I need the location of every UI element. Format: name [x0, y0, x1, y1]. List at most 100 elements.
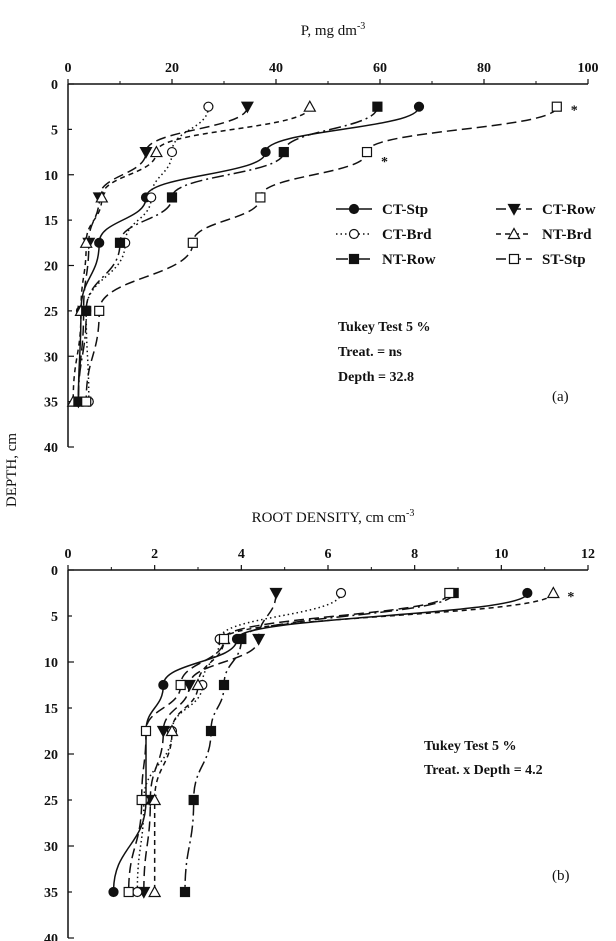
panel-a-st-stp-point [94, 305, 105, 316]
panel-a-series-nt-brd [66, 99, 317, 407]
panel-a-tukey-depth: Depth = 32.8 [338, 370, 414, 385]
panel-a-ct-stp-point [260, 146, 271, 158]
panel-a-tukey-treat: Treat. = ns [338, 345, 402, 360]
panel-b-x-tick-label: 6 [325, 547, 332, 562]
panel-b-ct-brd-point [132, 886, 143, 898]
panel-a-x-tick-label: 80 [477, 61, 491, 76]
legend-label: NT-Row [382, 252, 436, 268]
legend-item-st-stp: ST-Stp [496, 252, 586, 268]
panel-b-y-tick-label: 25 [44, 794, 58, 809]
panel-a-st-stp-point [187, 237, 198, 248]
panel-b-ct-row-point [156, 725, 170, 738]
panel-a-ct-row-line [77, 106, 249, 402]
legend-label: CT-Row [542, 202, 596, 218]
panel-a-nt-brd-point [303, 99, 317, 112]
panel-b-x-tick-label: 12 [581, 547, 595, 562]
panel-b-st-stp-point [175, 679, 186, 691]
panel-a-nt-brd-point [149, 145, 163, 158]
panel-b-nt-brd-point [148, 885, 162, 898]
panel-b-series-st-stp [123, 587, 455, 898]
panel-a-series-st-stp [81, 101, 562, 407]
panel-b-x-tick-label: 4 [238, 547, 245, 562]
legend-item-ct-brd: CT-Brd [336, 227, 432, 243]
panel-b-nt-row-line [184, 592, 455, 893]
panel-a-significance-star: * [381, 155, 388, 170]
panel-b-ct-row-point [269, 587, 283, 600]
panel-a-y-tick-label: 40 [44, 441, 58, 456]
panel-a-x-tick-label: 100 [578, 61, 599, 76]
panel-a-label: (a) [552, 389, 569, 405]
panel-b-ct-row-point [252, 633, 266, 646]
panel-b-ct-stp-point [522, 587, 533, 599]
y-axis-label: DEPTH, cm [4, 433, 20, 507]
panel-b-x-tick-label: 10 [494, 547, 508, 562]
legend-item-ct-stp: CT-Stp [336, 202, 428, 218]
legend-item-nt-brd: NT-Brd [496, 227, 592, 243]
legend-label: NT-Brd [542, 227, 592, 243]
panel-a-x-tick-label: 60 [373, 61, 387, 76]
panel-a-nt-brd-line [72, 106, 311, 402]
panel-b-ct-stp-point [108, 886, 119, 898]
panel-b-st-stp-point [123, 886, 134, 898]
legend-item-nt-row: NT-Row [336, 252, 436, 268]
panel-b-nt-row-point [179, 886, 191, 898]
panel-a-nt-row-line [77, 106, 379, 402]
panel-b-significance-star: * [567, 590, 574, 605]
panel-a-nt-brd-point [79, 236, 93, 248]
legend-marker [507, 227, 521, 240]
panel-a-y-tick-label: 10 [44, 169, 58, 184]
panel-a-st-stp-point [361, 146, 373, 158]
panel-b-y-tick-label: 30 [44, 840, 58, 855]
panel-b-nt-row-point [218, 679, 230, 691]
panel-b-tukey-title: Tukey Test 5 % [424, 739, 516, 754]
panel-b-x-tick-label: 2 [151, 547, 158, 562]
panel-a-y-tick-label: 35 [44, 396, 58, 411]
panel-b-nt-row-point [205, 725, 217, 737]
panel-b-label: (b) [552, 868, 570, 884]
panel-a-st-stp-point [81, 396, 92, 407]
panel-a-tukey-title: Tukey Test 5 % [338, 320, 430, 335]
panel-a-y-tick-label: 0 [51, 78, 58, 93]
panel-b-nt-brd-point [148, 793, 162, 806]
panel-b-y-tick-label: 40 [44, 932, 58, 941]
legend-marker [508, 253, 520, 265]
panel-b-y-tick-label: 5 [51, 610, 58, 625]
panel-b-x-tick-label: 0 [65, 547, 72, 562]
panel-a-nt-row-point [114, 237, 126, 248]
panel-a-ct-stp-point [94, 237, 105, 248]
legend-marker [348, 203, 360, 215]
legend-label: CT-Brd [382, 227, 432, 243]
panel-b-st-stp-point [140, 725, 152, 737]
panel-a-y-tick-label: 20 [44, 260, 58, 275]
panel-a-y-tick-label: 30 [44, 350, 58, 365]
panel-a-ct-brd-point [146, 192, 157, 203]
panel-a-series-nt-row [73, 101, 383, 407]
panel-b-nt-brd-point [165, 724, 179, 737]
legend-marker [507, 203, 521, 216]
panel-a-ct-brd-point [203, 101, 214, 112]
panel-b-nt-row-point [188, 794, 199, 806]
legend-marker [348, 253, 360, 265]
panel-a-ct-stp-point [413, 101, 425, 112]
panel-a-nt-row-point [166, 192, 178, 203]
panel-a-ct-row-point [240, 101, 254, 114]
panel-a-chart: P, mg dm-3 0 20 40 60 80 1000510152025303540 … [44, 21, 599, 456]
legend-label: CT-Stp [382, 202, 428, 218]
panel-a-st-stp-point [551, 101, 562, 112]
panel-b-ct-brd-point [335, 587, 347, 599]
panel-a-x-tick-label: 0 [65, 61, 72, 76]
panel-a-y-tick-label: 25 [44, 305, 58, 320]
panel-b-ct-stp-point [158, 679, 169, 691]
panel-a-y-tick-label: 15 [44, 214, 58, 229]
panel-b-nt-brd-point [191, 678, 205, 691]
panel-b-x-tick-label: 8 [411, 547, 418, 562]
panel-b-y-tick-label: 15 [44, 702, 58, 717]
panel-b-y-tick-label: 20 [44, 748, 58, 763]
panel-b-st-stp-point [218, 633, 230, 645]
panel-b-st-stp-point [444, 587, 455, 599]
panel-b-y-tick-label: 0 [51, 564, 58, 579]
panel-b-st-stp-point [136, 794, 147, 806]
panel-a-significance-star: * [571, 104, 578, 119]
panel-b-chart: ROOT DENSITY, cm cm-3 0 2 4 6 8 10 12 0 5 10 15 20 2… [44, 508, 595, 941]
